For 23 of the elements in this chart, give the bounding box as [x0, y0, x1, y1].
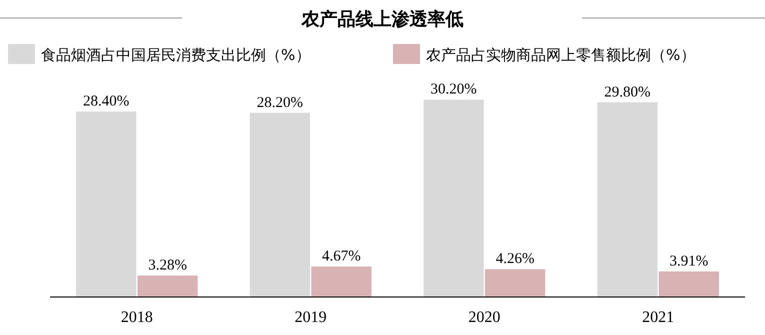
bar	[76, 111, 136, 297]
x-tick-label: 2019	[294, 309, 327, 326]
data-label: 3.91%	[669, 253, 708, 270]
x-tick-label: 2021	[642, 309, 674, 326]
data-label: 4.67%	[322, 248, 361, 264]
bar	[137, 276, 198, 297]
data-label: 28.20%	[256, 94, 304, 111]
data-label: 28.40%	[83, 93, 130, 110]
bar	[424, 100, 484, 297]
legend-label: 食品烟酒占中国居民消费支出比例（%）	[41, 46, 310, 64]
data-label: 29.80%	[604, 84, 651, 100]
bar	[658, 271, 719, 297]
legend-label: 农产品占实物商品网上零售额比例（%）	[426, 46, 696, 64]
bar	[484, 269, 546, 297]
data-label: 3.28%	[148, 258, 187, 274]
x-tick-label: 2018	[120, 309, 153, 326]
bar	[597, 102, 658, 297]
chart-title: 农产品线上渗透率低	[300, 9, 464, 30]
data-label: 4.26%	[496, 251, 534, 268]
data-label: 30.20%	[430, 82, 477, 98]
bar	[311, 266, 372, 297]
x-tick-label: 2020	[468, 309, 500, 326]
bar	[250, 112, 310, 297]
